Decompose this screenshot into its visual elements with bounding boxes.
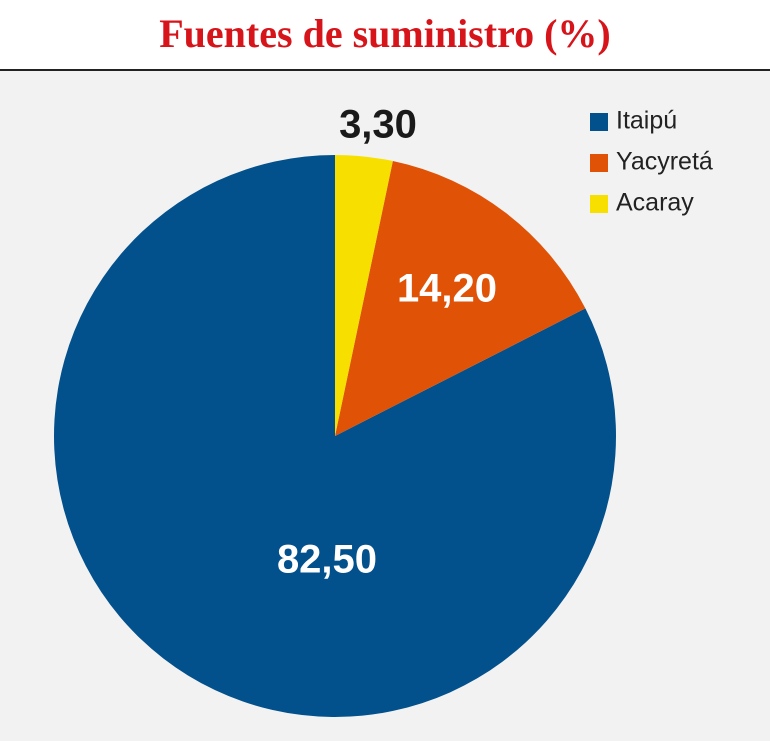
pie-slice (335, 155, 393, 436)
data-label: 3,30 (339, 103, 417, 147)
legend-label: Acaray (616, 189, 694, 217)
legend-swatch (590, 195, 608, 213)
chart-title: Fuentes de suministro (%) (159, 11, 610, 56)
legend-label: Yacyretá (616, 148, 713, 176)
legend-label: Itaipú (616, 107, 677, 135)
pie-slice (335, 161, 586, 436)
legend-swatch (590, 154, 608, 172)
legend-swatch (590, 113, 608, 131)
data-label: 82,50 (277, 538, 377, 582)
title-band (0, 0, 770, 70)
data-label: 14,20 (397, 267, 497, 311)
